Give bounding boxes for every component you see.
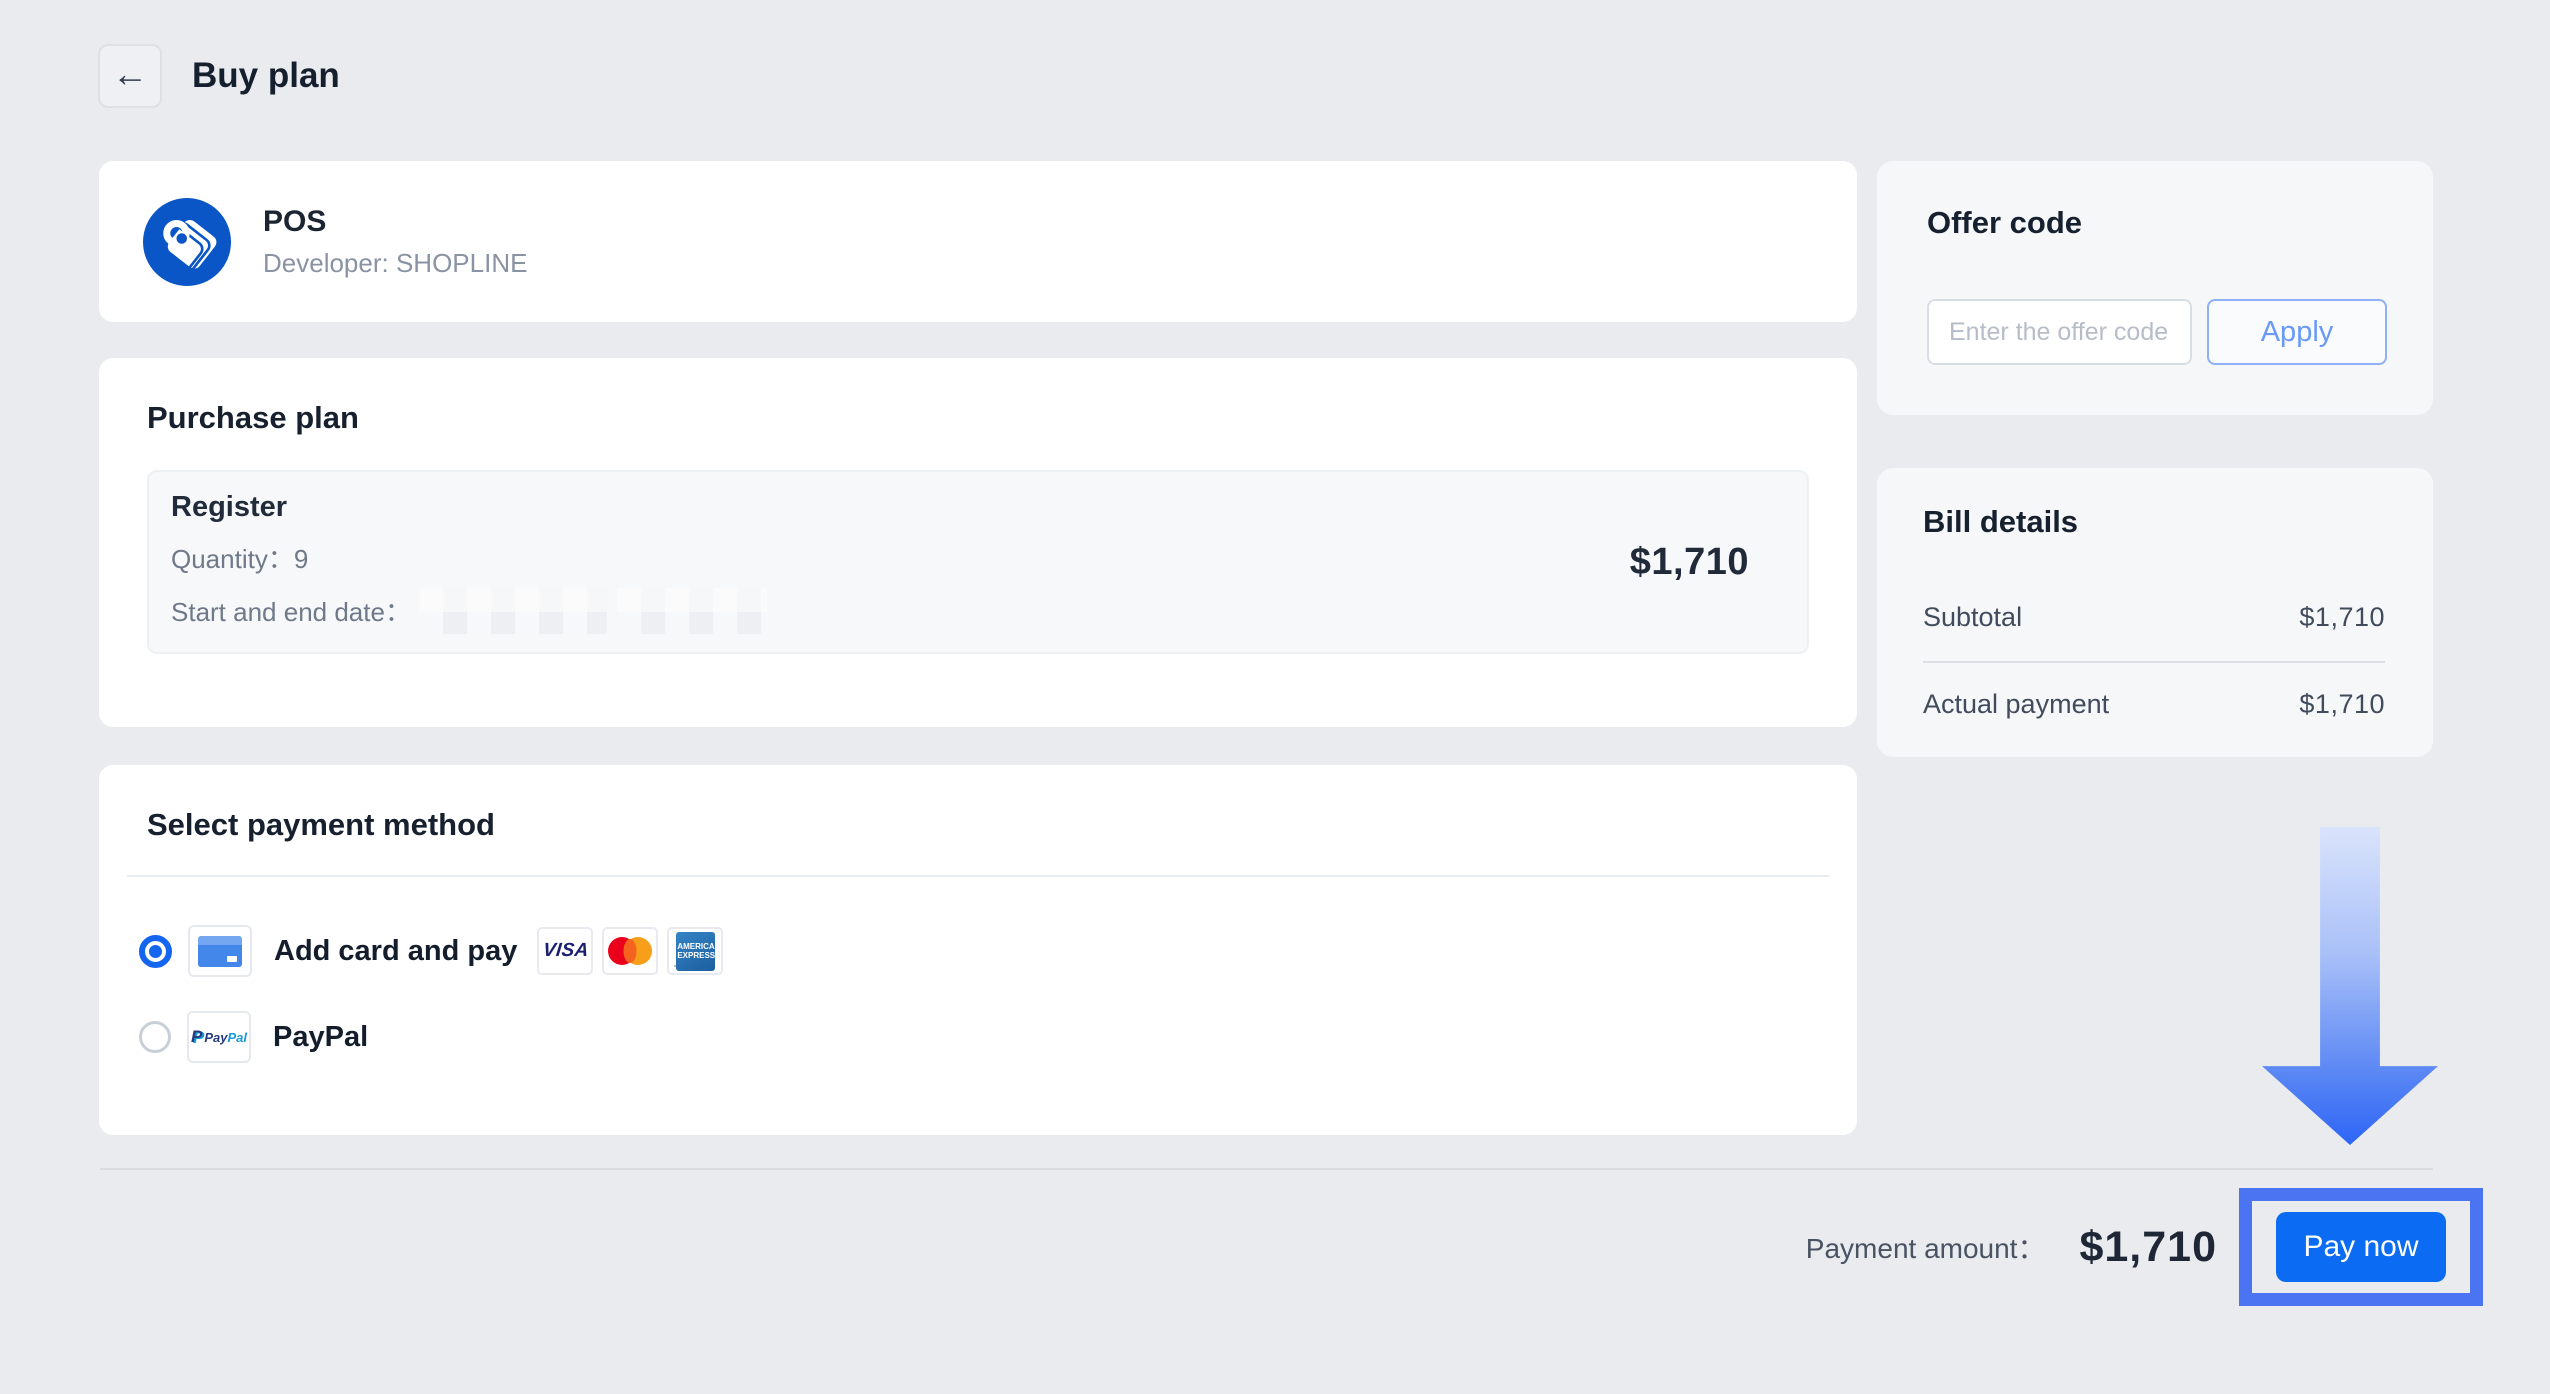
pos-app-logo-icon bbox=[143, 197, 231, 286]
main-column: POS Developer: SHOPLINE Purchase plan Re… bbox=[99, 161, 1857, 1135]
payment-amount-label: Payment amount： bbox=[1805, 1233, 2046, 1264]
plan-name: Register bbox=[171, 490, 288, 523]
page-title: Buy plan bbox=[192, 56, 340, 95]
down-arrow-annotation-icon bbox=[2262, 827, 2438, 1145]
credit-card-icon bbox=[188, 925, 252, 977]
visa-icon: VISA bbox=[537, 927, 594, 975]
card-brand-list: VISA AMERICAN EXPRESS + bbox=[537, 927, 724, 975]
payment-method-card: Select payment method Add card and pay V… bbox=[99, 765, 1857, 1135]
actual-payment-value: $1,710 bbox=[2299, 689, 2385, 719]
app-info: POS Developer: SHOPLINE bbox=[263, 205, 527, 279]
back-button[interactable]: ← bbox=[98, 44, 162, 108]
footer-divider bbox=[100, 1168, 2433, 1170]
page-header: ← Buy plan bbox=[98, 44, 340, 108]
pay-now-button[interactable]: Pay now bbox=[2276, 1212, 2446, 1282]
bill-details-title: Bill details bbox=[1923, 504, 2079, 539]
payment-method-title: Select payment method bbox=[147, 807, 495, 842]
offer-code-panel: Offer code Apply bbox=[1877, 161, 2433, 415]
bill-row-subtotal: Subtotal $1,710 bbox=[1923, 602, 2385, 633]
plan-date-label: Start and end date： bbox=[171, 597, 411, 627]
offer-code-row: Apply bbox=[1927, 299, 2387, 365]
plan-item: Register Quantity：9 Start and end date： … bbox=[147, 470, 1809, 654]
apply-button[interactable]: Apply bbox=[2207, 299, 2387, 365]
redacted-date-start bbox=[418, 587, 607, 634]
side-column: Offer code Apply Bill details Subtotal $… bbox=[1877, 161, 2433, 757]
plan-date-row: Start and end date： bbox=[171, 587, 767, 634]
bill-row-actual-payment: Actual payment $1,710 bbox=[1923, 689, 2385, 720]
app-card: POS Developer: SHOPLINE bbox=[99, 161, 1857, 322]
subtotal-value: $1,710 bbox=[2299, 602, 2385, 632]
divider bbox=[127, 875, 1829, 877]
footer-bar: Payment amount： $1,710 Pay now bbox=[1806, 1186, 2483, 1308]
purchase-plan-title: Purchase plan bbox=[147, 400, 359, 435]
plan-details: Register Quantity：9 Start and end date： bbox=[171, 491, 767, 634]
offer-code-input[interactable] bbox=[1927, 299, 2192, 365]
arrow-left-icon: ← bbox=[112, 53, 148, 94]
radio-selected-icon[interactable] bbox=[139, 934, 172, 968]
radio-unselected-icon[interactable] bbox=[139, 1021, 171, 1053]
offer-code-title: Offer code bbox=[1927, 205, 2083, 240]
annotation-highlight-box: Pay now bbox=[2239, 1188, 2483, 1306]
paypal-logo-icon: P PayPal bbox=[187, 1011, 251, 1063]
payment-option-add-card[interactable]: Add card and pay VISA AMERICAN EXPRESS + bbox=[139, 923, 1857, 979]
payment-option-label: PayPal bbox=[273, 1020, 369, 1053]
bill-details-panel: Bill details Subtotal $1,710 Actual paym… bbox=[1877, 468, 2433, 757]
divider bbox=[1923, 661, 2385, 663]
payment-option-paypal[interactable]: P PayPal PayPal bbox=[139, 1009, 1857, 1065]
subtotal-label: Subtotal bbox=[1923, 602, 2023, 632]
app-name: POS bbox=[263, 204, 327, 238]
app-developer: Developer: SHOPLINE bbox=[263, 247, 528, 278]
actual-payment-label: Actual payment bbox=[1923, 689, 2110, 719]
plan-price: $1,710 bbox=[1629, 540, 1749, 583]
payment-option-label: Add card and pay bbox=[274, 934, 518, 967]
plan-quantity: Quantity：9 bbox=[171, 543, 309, 574]
purchase-plan-card: Purchase plan Register Quantity：9 Start … bbox=[99, 358, 1857, 727]
redacted-date-end bbox=[616, 587, 767, 634]
amex-icon: AMERICAN EXPRESS + bbox=[667, 927, 724, 975]
payment-amount-value: $1,710 bbox=[2079, 1222, 2217, 1271]
mastercard-icon bbox=[602, 927, 659, 975]
